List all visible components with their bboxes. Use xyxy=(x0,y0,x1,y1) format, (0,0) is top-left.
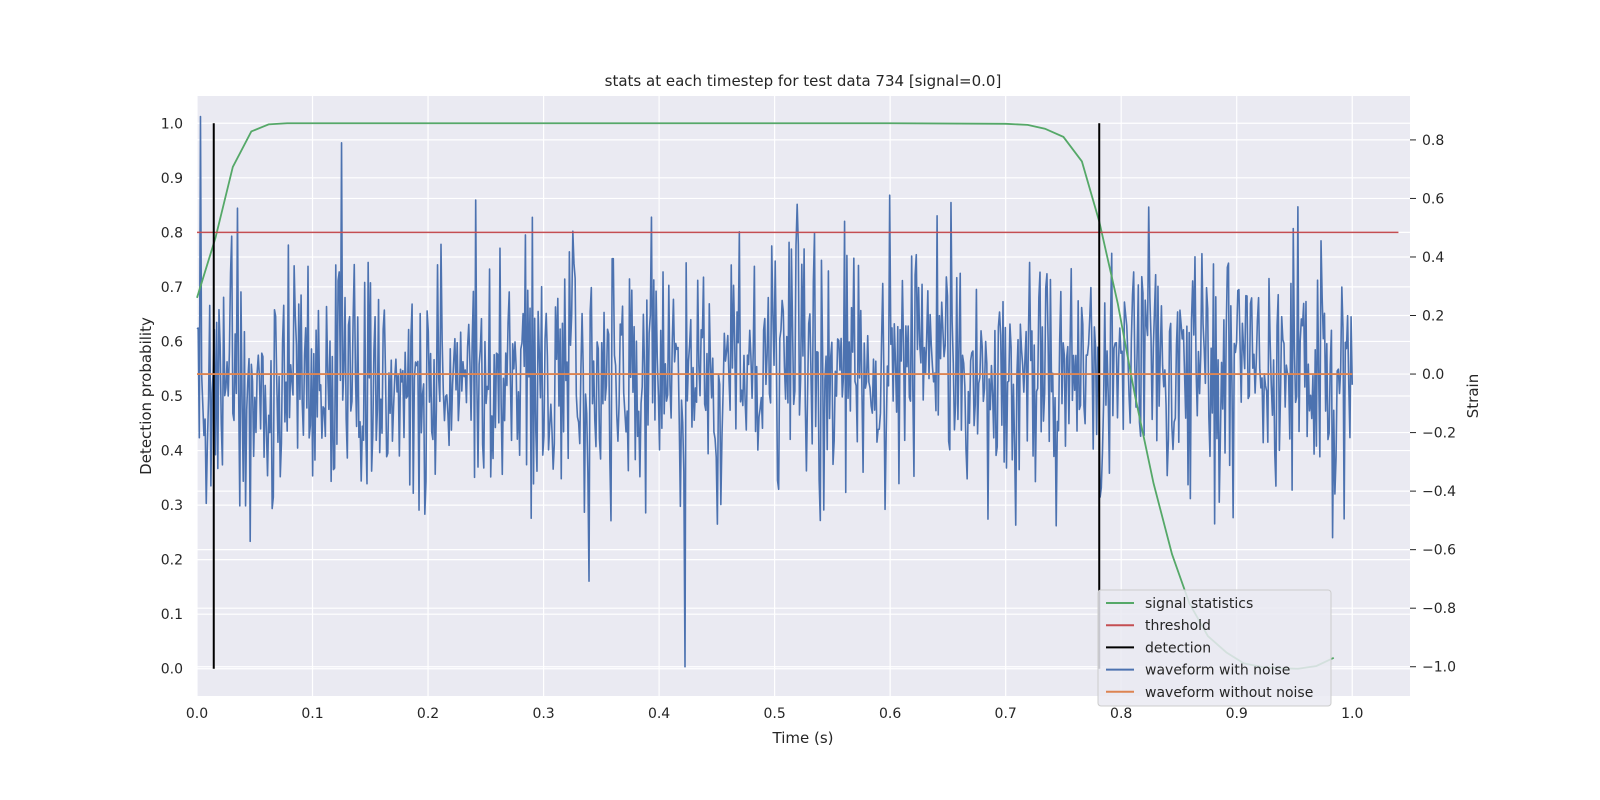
y-left-tick-label: 1.0 xyxy=(161,116,183,132)
y-right-tick-label: −0.4 xyxy=(1422,484,1456,500)
chart-title: stats at each timestep for test data 734… xyxy=(605,72,1002,90)
x-axis-label: Time (s) xyxy=(772,729,834,747)
y-left-tick-label: 0.3 xyxy=(161,498,183,514)
x-tick-label: 0.4 xyxy=(648,706,670,722)
y-right-tick-label: 0.4 xyxy=(1422,250,1444,266)
x-tick-label: 0.5 xyxy=(763,706,785,722)
y-right-tick-label: −0.2 xyxy=(1422,426,1456,442)
x-tick-label: 0.9 xyxy=(1226,706,1248,722)
x-tick-label: 0.0 xyxy=(186,706,208,722)
y-left-tick-label: 0.8 xyxy=(161,225,183,241)
y-left-tick-label: 0.9 xyxy=(161,171,183,187)
tick-layer: 0.0 0.1 0.2 0.3 0.4 0.5 0.6 0.7 0.8 0.9 1.0 0.0 0.1 0… xyxy=(161,116,1456,722)
y-left-tick-label: 0.0 xyxy=(161,662,183,678)
x-tick-label: 0.8 xyxy=(1110,706,1132,722)
y-axis-left-label: Detection probability xyxy=(137,317,155,475)
y-right-tick-label: 0.0 xyxy=(1422,367,1444,383)
x-tick-label: 0.1 xyxy=(301,706,323,722)
legend-label: signal statistics xyxy=(1145,596,1253,612)
x-tick-label: 0.6 xyxy=(879,706,901,722)
x-tick-label: 0.2 xyxy=(417,706,439,722)
y-left-tick-label: 0.1 xyxy=(161,607,183,623)
x-tick-label: 1.0 xyxy=(1341,706,1363,722)
y-right-tick-label: −0.8 xyxy=(1422,601,1456,617)
legend-label: waveform without noise xyxy=(1145,685,1313,701)
legend-label: waveform with noise xyxy=(1145,663,1290,679)
y-left-tick-label: 0.2 xyxy=(161,553,183,569)
y-left-tick-label: 0.4 xyxy=(161,444,183,460)
legend-label: detection xyxy=(1145,640,1211,656)
legend-label: threshold xyxy=(1145,618,1211,634)
y-right-tick-label: −0.6 xyxy=(1422,543,1456,559)
y-left-tick-label: 0.5 xyxy=(161,389,183,405)
y-left-tick-label: 0.7 xyxy=(161,280,183,296)
x-tick-label: 0.7 xyxy=(995,706,1017,722)
y-right-tick-label: 0.6 xyxy=(1422,191,1444,207)
y-right-tick-label: 0.8 xyxy=(1422,133,1444,149)
y-axis-right-label: Strain xyxy=(1464,374,1482,418)
legend: signal statistics threshold detection wavef… xyxy=(1097,589,1332,707)
y-right-tick-label: 0.2 xyxy=(1422,309,1444,325)
y-right-tick-label: −1.0 xyxy=(1422,660,1456,676)
legend-box xyxy=(1097,589,1332,707)
x-tick-label: 0.3 xyxy=(532,706,554,722)
y-left-tick-label: 0.6 xyxy=(161,334,183,350)
series-waveform-with-noise xyxy=(196,115,1354,668)
